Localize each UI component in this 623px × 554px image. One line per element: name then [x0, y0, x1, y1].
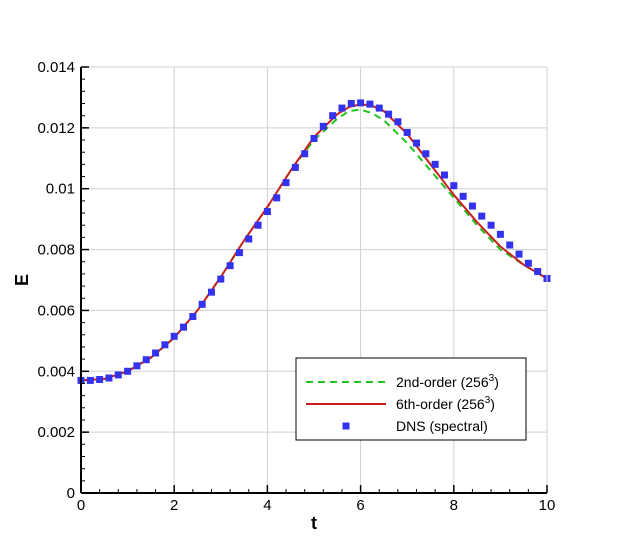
dns-marker: [431, 160, 439, 168]
dns-marker: [440, 171, 448, 179]
y-tick-label: 0.012: [37, 120, 75, 137]
dns-marker: [487, 221, 495, 229]
dns-marker: [319, 122, 327, 130]
legend: 2nd-order (2563) 6th-order (2563) DNS (spe…: [295, 357, 527, 441]
y-tick-label: 0: [67, 485, 75, 502]
dns-marker: [450, 182, 458, 190]
dns-markers: [77, 99, 551, 384]
dns-marker: [207, 288, 215, 296]
y-tick-label: 0.008: [37, 242, 75, 259]
dns-marker: [385, 110, 393, 118]
dns-marker: [226, 262, 234, 270]
dns-marker: [152, 349, 160, 357]
dns-marker: [534, 267, 542, 275]
x-axis-title: t: [311, 513, 317, 533]
dns-marker: [338, 104, 346, 112]
dns-marker: [180, 323, 188, 331]
second-order-line: [80, 108, 548, 382]
dns-marker: [114, 371, 122, 379]
y-tick-label: 0.014: [37, 59, 75, 76]
dns-marker: [478, 212, 486, 220]
axes: 0 2 4 6 8 10 0 0.002 0.004 0.006 0.008 0.01 0.012 0.0…: [37, 59, 555, 514]
dns-marker: [105, 374, 113, 382]
dns-marker: [217, 275, 225, 283]
dns-marker: [459, 192, 467, 200]
dns-marker: [96, 376, 104, 384]
dns-marker: [170, 332, 178, 340]
dns-marker: [198, 300, 206, 308]
dns-marker: [375, 104, 383, 112]
x-tick-label: 2: [170, 497, 178, 514]
dns-marker: [347, 100, 355, 108]
dns-marker: [291, 163, 299, 171]
x-tick-label: 10: [539, 497, 556, 514]
dns-marker: [189, 313, 197, 321]
x-tick-label: 6: [356, 497, 364, 514]
legend-label: 6th-order (2563): [396, 395, 495, 412]
dns-marker: [394, 118, 402, 126]
y-tick-label: 0.01: [46, 181, 75, 198]
dns-marker: [142, 356, 150, 364]
dns-marker: [357, 99, 365, 107]
x-tick-label: 0: [77, 497, 85, 514]
dns-marker: [496, 230, 504, 238]
y-tick-label: 0.002: [37, 424, 75, 441]
series-layer: [77, 99, 551, 384]
dns-marker: [366, 100, 374, 108]
dns-marker: [273, 194, 281, 202]
x-tick-label: 8: [450, 497, 458, 514]
dns-marker: [301, 150, 309, 158]
dns-marker: [282, 179, 290, 187]
dns-marker: [524, 259, 532, 267]
dns-marker: [403, 128, 411, 136]
y-tick-label: 0.006: [37, 302, 75, 319]
y-tick-label: 0.004: [37, 363, 75, 380]
dns-marker: [263, 208, 271, 216]
dns-marker: [310, 135, 318, 143]
legend-label: DNS (spectral): [396, 418, 488, 434]
dns-marker: [506, 241, 514, 249]
dns-marker: [124, 367, 132, 375]
dns-marker: [515, 250, 523, 258]
dns-marker: [86, 376, 94, 384]
x-tick-label: 4: [263, 497, 271, 514]
legend-marker-dns: [342, 422, 350, 430]
dns-marker: [245, 235, 253, 243]
legend-label: 2nd-order (2563): [396, 373, 499, 390]
dns-marker: [329, 112, 337, 120]
dns-marker: [254, 221, 262, 229]
dns-marker: [413, 139, 421, 147]
sixth-order-line: [80, 103, 548, 382]
y-axis-title: E: [12, 274, 32, 286]
dns-marker: [161, 341, 169, 349]
dns-marker: [133, 362, 141, 370]
dns-marker: [422, 150, 430, 158]
dns-marker: [468, 202, 476, 210]
dns-marker: [235, 249, 243, 257]
legend-box: [295, 357, 527, 441]
